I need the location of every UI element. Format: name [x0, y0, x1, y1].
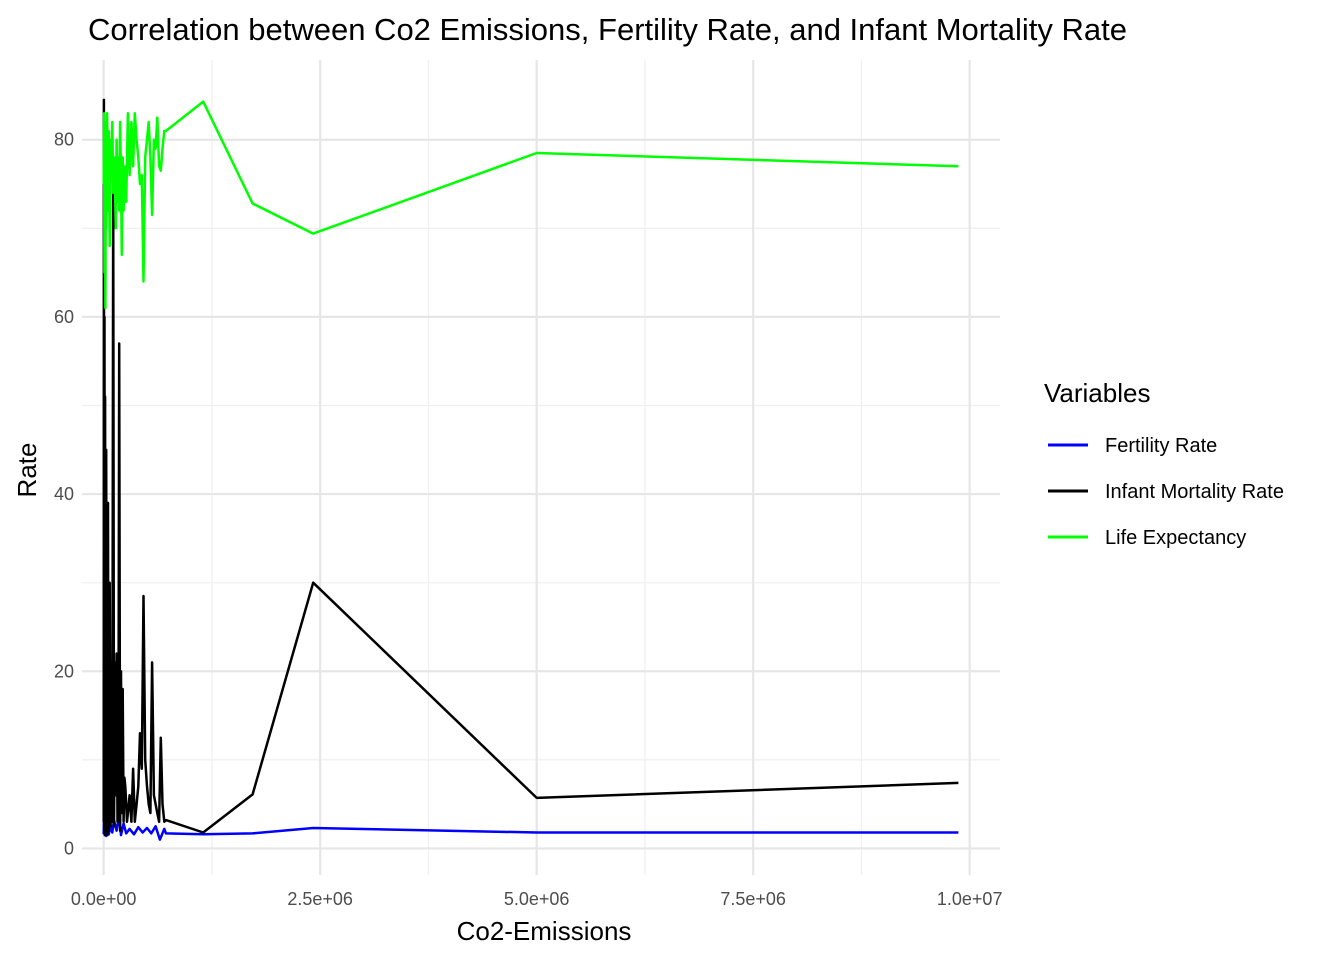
- legend-title: Variables: [1044, 378, 1150, 408]
- y-tick-label: 80: [54, 130, 74, 150]
- legend: Variables Fertility Rate Infant Mortality…: [1044, 378, 1284, 549]
- legend-label: Infant Mortality Rate: [1105, 481, 1284, 503]
- x-tick-label: 1.0e+07: [937, 889, 1003, 909]
- series-layer: [102, 98, 959, 841]
- x-tick-label: 0.0e+00: [71, 889, 137, 909]
- chart-title: Correlation between Co2 Emissions, Ferti…: [88, 12, 1127, 47]
- legend-label: Life Expectancy: [1105, 527, 1246, 549]
- x-tick-label: 7.5e+06: [720, 889, 786, 909]
- series-line-infant-mortality-rate: [102, 98, 959, 837]
- series-line-life-expectancy: [102, 100, 959, 310]
- y-tick-label: 0: [64, 838, 74, 858]
- series-line-fertility-rate: [102, 807, 959, 841]
- y-tick-label: 40: [54, 484, 74, 504]
- y-axis-title: Rate: [12, 443, 42, 498]
- y-tick-label: 20: [54, 661, 74, 681]
- x-axis-title: Co2-Emissions: [457, 916, 632, 946]
- y-axis-ticks: 0 20 40 60 80: [54, 130, 74, 859]
- legend-items: Fertility Rate Infant Mortality Rate Life …: [1048, 435, 1284, 549]
- x-tick-label: 5.0e+06: [504, 889, 570, 909]
- x-axis-ticks: 0.0e+00 2.5e+06 5.0e+06 7.5e+06 1.0e+07: [71, 889, 1003, 909]
- y-tick-label: 60: [54, 307, 74, 327]
- grid: [82, 60, 1000, 875]
- legend-label: Fertility Rate: [1105, 435, 1217, 457]
- x-tick-label: 2.5e+06: [287, 889, 353, 909]
